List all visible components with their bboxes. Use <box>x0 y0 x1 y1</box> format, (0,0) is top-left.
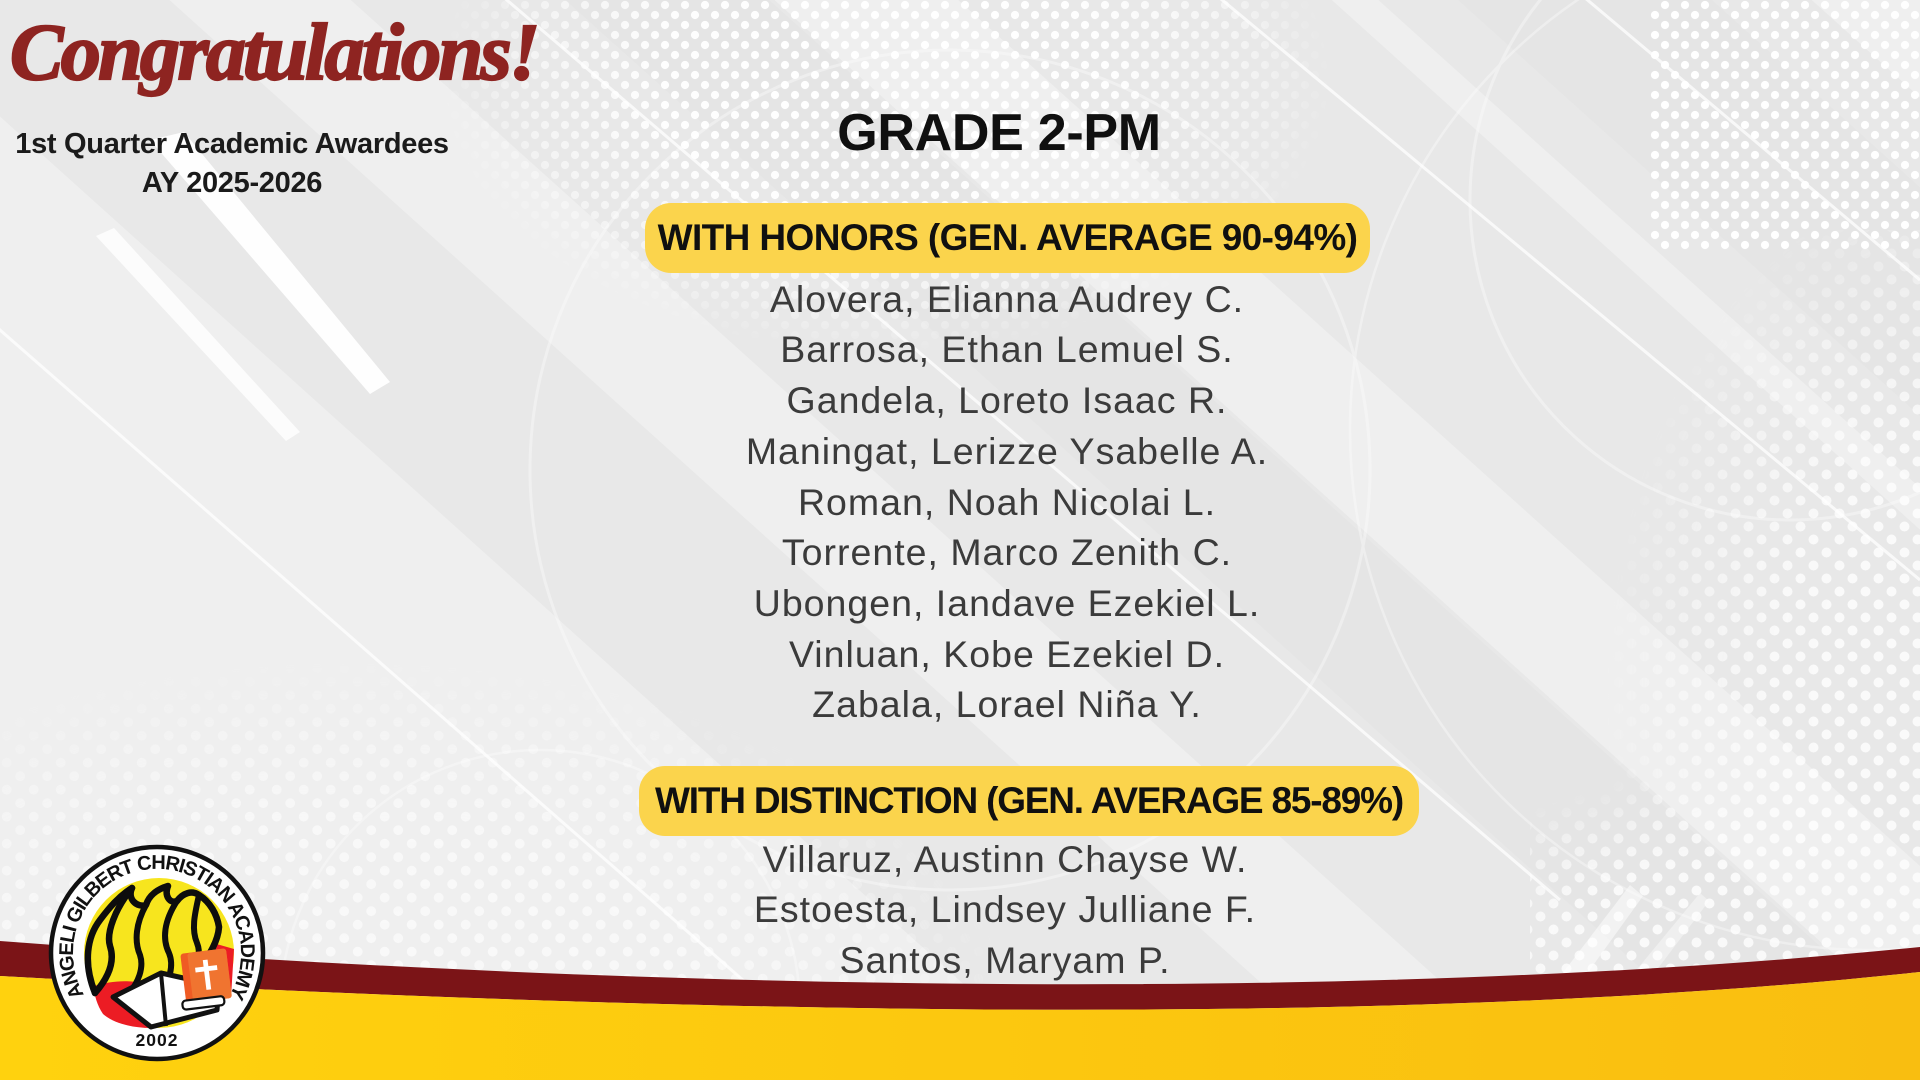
svg-text:2002: 2002 <box>136 1030 179 1050</box>
